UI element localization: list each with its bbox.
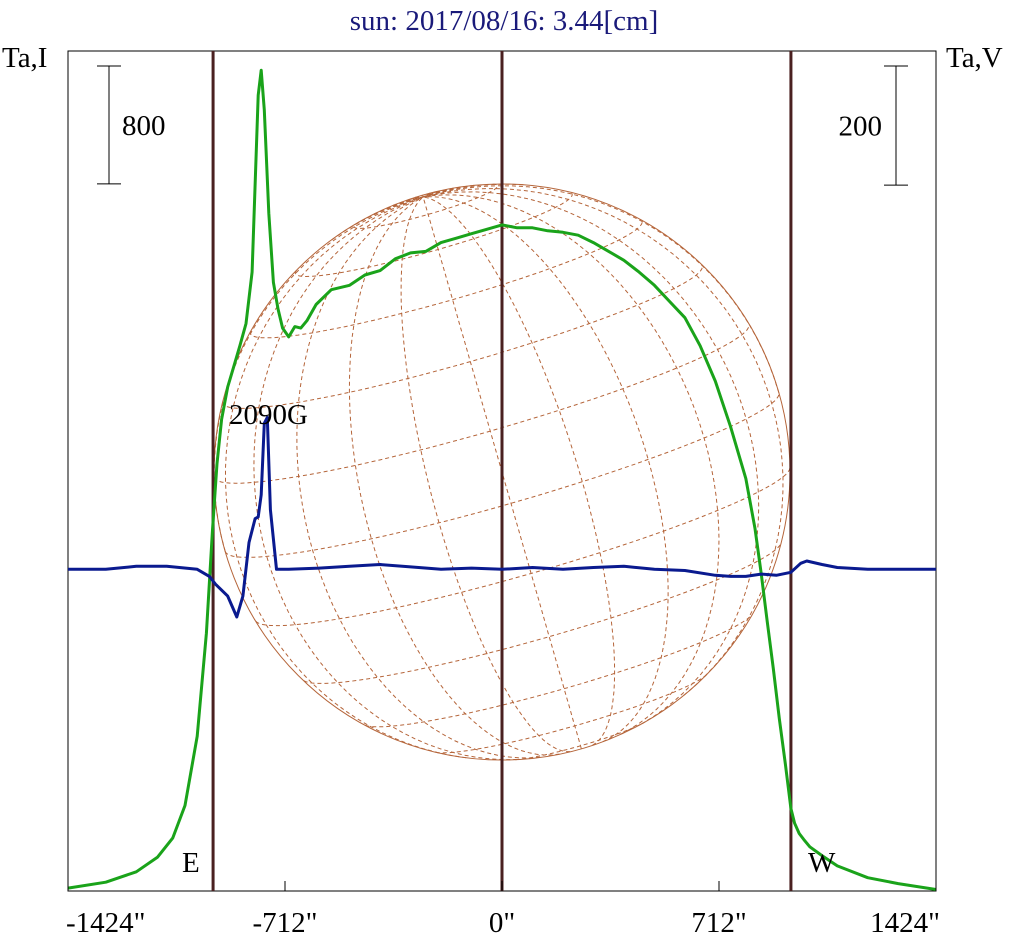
sun-longitude-line	[423, 194, 720, 735]
sun-latitude-line	[255, 468, 791, 627]
x-tick-label: -1424"	[66, 907, 146, 939]
sun-latitude-line	[353, 183, 498, 229]
sun-longitude-line	[415, 196, 424, 198]
sun-latitude-line	[224, 392, 780, 558]
sun-latitude-line	[222, 264, 703, 409]
sun-longitude-line	[331, 196, 424, 241]
sun-longitude-line	[422, 185, 780, 393]
series-line-V	[68, 415, 936, 619]
sun-longitude-line	[422, 191, 438, 198]
sun-longitude-line	[296, 196, 540, 759]
sun-disk-grid	[213, 183, 791, 761]
sun-longitude-line	[422, 192, 431, 198]
limb-label-east: E	[182, 847, 200, 879]
annotation-2090G: 2090G	[229, 399, 308, 431]
sun-longitude-line	[422, 187, 454, 198]
right-axis-label: Ta,V	[946, 42, 1003, 74]
scale-bar-label-right: 200	[839, 111, 883, 143]
sun-longitude-line	[422, 195, 424, 198]
sun-latitude-line	[249, 219, 643, 339]
scale-bar-label-left: 800	[122, 110, 166, 142]
sun-longitude-line	[213, 196, 424, 552]
limb-markers	[211, 51, 793, 891]
sun-latitude-line	[365, 614, 753, 728]
data-series	[67, 68, 937, 891]
sun-latitude-line	[303, 543, 782, 684]
left-axis-label: Ta,I	[2, 42, 47, 74]
x-axis-ticks: -1424" -712" 0" 712" 1424"	[66, 881, 940, 939]
sun-longitude-line	[400, 196, 571, 753]
sun-longitude-line	[423, 196, 669, 743]
scale-bars: 800 200	[97, 65, 908, 186]
x-tick-label: -712"	[253, 907, 318, 939]
scale-bar-left: 800	[97, 65, 166, 185]
sun-longitude-line	[422, 188, 784, 696]
x-tick-label: 712"	[691, 907, 746, 939]
x-tick-label: 0"	[489, 907, 515, 939]
x-tick-label: 1424"	[870, 907, 940, 939]
sun-longitude-line	[423, 191, 760, 725]
series-line-I	[67, 68, 937, 891]
scale-bar-right: 200	[839, 65, 908, 186]
sun-longitude-line	[348, 196, 560, 756]
sun-longitude-line	[422, 196, 616, 746]
limb-label-west: W	[808, 847, 836, 879]
sun-longitude-line	[253, 196, 518, 761]
chart-title: sun: 2017/08/16: 3.44[cm]	[350, 5, 659, 37]
